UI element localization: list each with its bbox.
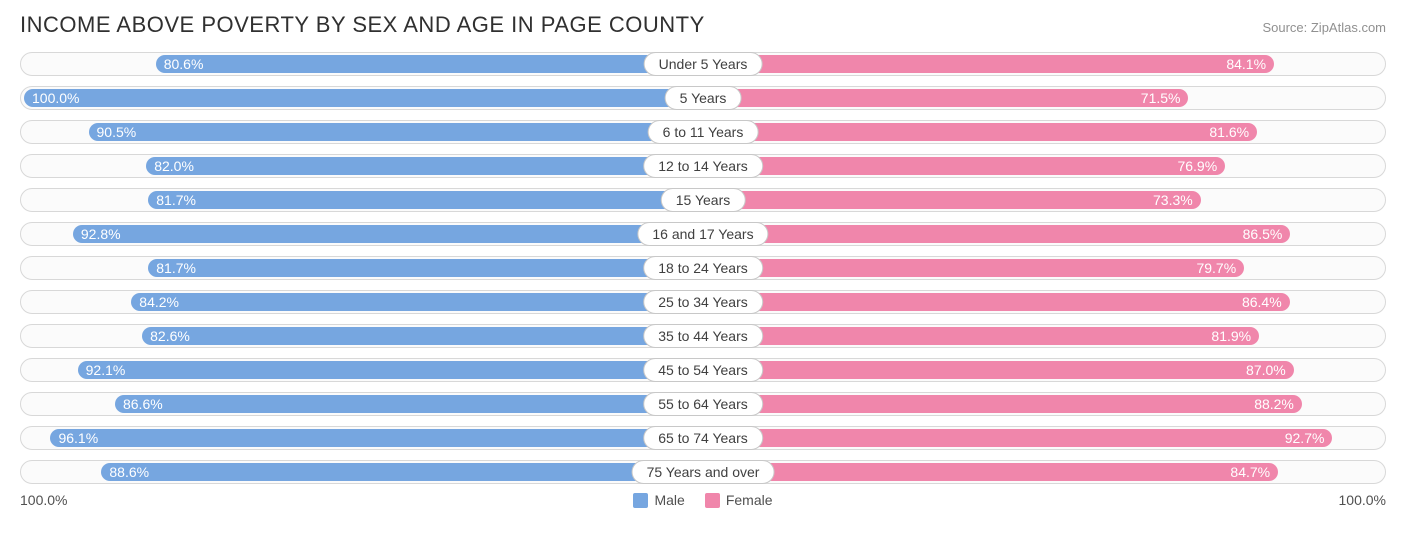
value-male: 82.6% [142,322,190,350]
axis-label-left: 100.0% [20,492,67,508]
bar-female [703,293,1290,311]
age-label: 16 and 17 Years [637,222,768,246]
bar-male [131,293,703,311]
bar-female [703,225,1290,243]
age-label: 12 to 14 Years [643,154,763,178]
value-male: 81.7% [148,186,196,214]
chart-footer: 100.0% Male Female 100.0% [20,492,1386,508]
chart-row: 82.6% 81.9% 35 to 44 Years [20,322,1386,350]
value-male: 80.6% [156,50,204,78]
value-male: 100.0% [24,84,79,112]
bar-female [703,55,1274,73]
bar-male [89,123,703,141]
legend-label-male: Male [654,492,684,508]
value-male: 86.6% [115,390,163,418]
chart-header: INCOME ABOVE POVERTY BY SEX AND AGE IN P… [20,12,1386,38]
bar-male [148,191,703,209]
chart-row: 96.1% 92.7% 65 to 74 Years [20,424,1386,452]
bar-female [703,259,1244,277]
bar-female [703,395,1302,413]
bar-male [146,157,703,175]
value-male: 96.1% [50,424,98,452]
axis-label-right: 100.0% [1339,492,1386,508]
chart-source: Source: ZipAtlas.com [1262,20,1386,35]
bar-male [142,327,703,345]
bar-male [24,89,703,107]
age-label: 75 Years and over [632,460,775,484]
bar-male [148,259,703,277]
value-female: 92.7% [1285,424,1333,452]
chart-row: 80.6% 84.1% Under 5 Years [20,50,1386,78]
bar-male [73,225,703,243]
bar-female [703,463,1278,481]
value-male: 84.2% [131,288,179,316]
age-label: 15 Years [661,188,746,212]
value-male: 88.6% [101,458,149,486]
age-label: 25 to 34 Years [643,290,763,314]
bar-female [703,123,1257,141]
age-label: 65 to 74 Years [643,426,763,450]
legend-swatch-male [633,493,648,508]
legend: Male Female [633,492,772,508]
bar-female [703,327,1259,345]
age-label: 45 to 54 Years [643,358,763,382]
chart-row: 86.6% 88.2% 55 to 64 Years [20,390,1386,418]
value-male: 81.7% [148,254,196,282]
chart-row: 84.2% 86.4% 25 to 34 Years [20,288,1386,316]
chart-row: 81.7% 73.3% 15 Years [20,186,1386,214]
value-female: 81.6% [1209,118,1257,146]
age-label: 6 to 11 Years [648,120,759,144]
age-label: 55 to 64 Years [643,392,763,416]
value-male: 92.1% [78,356,126,384]
bar-male [115,395,703,413]
bar-male [101,463,703,481]
bar-male [50,429,703,447]
value-male: 82.0% [146,152,194,180]
bar-male [156,55,703,73]
chart-row: 88.6% 84.7% 75 Years and over [20,458,1386,486]
value-female: 71.5% [1141,84,1189,112]
chart-row: 90.5% 81.6% 6 to 11 Years [20,118,1386,146]
bar-male [78,361,703,379]
chart-row: 92.1% 87.0% 45 to 54 Years [20,356,1386,384]
value-female: 86.5% [1243,220,1291,248]
value-female: 81.9% [1211,322,1259,350]
chart-body: 80.6% 84.1% Under 5 Years 100.0% 71.5% 5 Year… [20,50,1386,486]
age-label: 35 to 44 Years [643,324,763,348]
legend-swatch-female [705,493,720,508]
chart-row: 82.0% 76.9% 12 to 14 Years [20,152,1386,180]
age-label: Under 5 Years [644,52,763,76]
age-label: 18 to 24 Years [643,256,763,280]
value-female: 73.3% [1153,186,1201,214]
bar-female [703,191,1201,209]
chart-row: 92.8% 86.5% 16 and 17 Years [20,220,1386,248]
bar-female [703,89,1188,107]
bar-female [703,157,1225,175]
value-female: 88.2% [1254,390,1302,418]
value-male: 90.5% [89,118,137,146]
chart-row: 81.7% 79.7% 18 to 24 Years [20,254,1386,282]
value-female: 84.1% [1226,50,1274,78]
chart-row: 100.0% 71.5% 5 Years [20,84,1386,112]
bar-female [703,429,1332,447]
legend-label-female: Female [726,492,773,508]
value-female: 86.4% [1242,288,1290,316]
value-female: 84.7% [1230,458,1278,486]
value-female: 87.0% [1246,356,1294,384]
value-female: 79.7% [1196,254,1244,282]
value-female: 76.9% [1177,152,1225,180]
age-label: 5 Years [665,86,742,110]
chart-title: INCOME ABOVE POVERTY BY SEX AND AGE IN P… [20,12,705,38]
bar-female [703,361,1294,379]
value-male: 92.8% [73,220,121,248]
